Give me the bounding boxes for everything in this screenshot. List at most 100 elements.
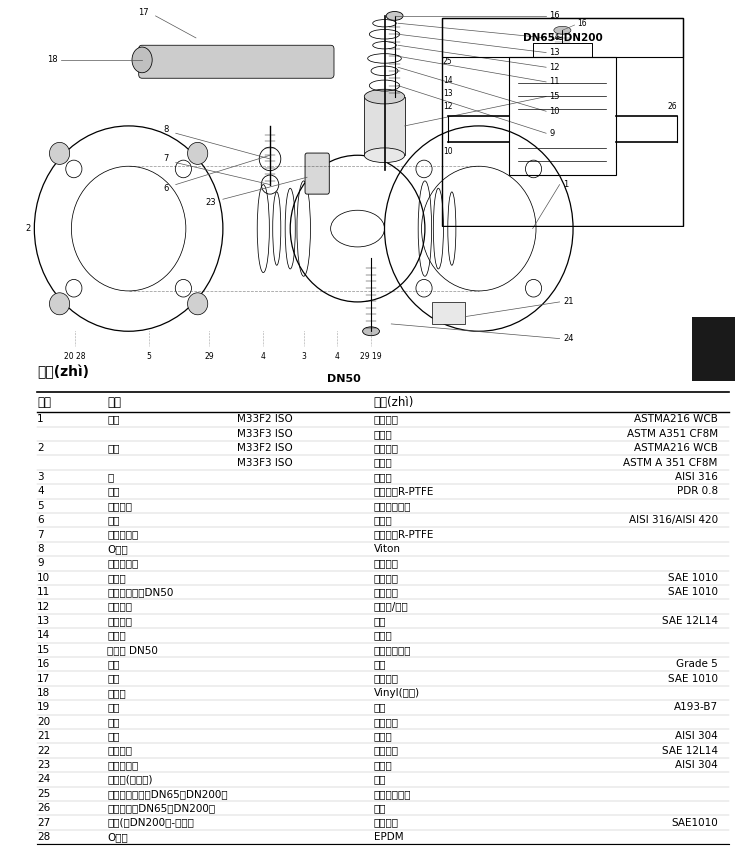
Text: SAE 12L14: SAE 12L14 xyxy=(662,746,718,756)
Text: 鍍鋅碳鋼: 鍍鋅碳鋼 xyxy=(374,716,399,727)
Text: 14: 14 xyxy=(37,631,50,640)
Text: 4: 4 xyxy=(37,487,44,496)
Text: 部件: 部件 xyxy=(107,396,121,410)
Text: 壓緊螺母: 壓緊螺母 xyxy=(107,616,132,626)
Text: 下閥杆密封: 下閥杆密封 xyxy=(107,530,138,540)
Text: SAE 1010: SAE 1010 xyxy=(667,587,718,597)
Text: 27: 27 xyxy=(37,818,50,828)
FancyBboxPatch shape xyxy=(431,302,465,324)
Text: 碳鋼: 碳鋼 xyxy=(374,659,386,669)
Text: AISI 304: AISI 304 xyxy=(675,760,718,770)
Text: Viton: Viton xyxy=(374,544,400,554)
Ellipse shape xyxy=(364,148,405,163)
Text: 6: 6 xyxy=(37,515,44,525)
Text: 13: 13 xyxy=(443,89,452,98)
Text: O型圈: O型圈 xyxy=(107,832,128,842)
Text: SAE1010: SAE1010 xyxy=(671,818,718,828)
Text: 材質(zhì): 材質(zhì) xyxy=(374,396,414,410)
FancyBboxPatch shape xyxy=(138,45,334,78)
Text: 16: 16 xyxy=(550,11,560,21)
FancyBboxPatch shape xyxy=(305,153,329,195)
Text: O型圈: O型圈 xyxy=(107,544,128,554)
Text: 15: 15 xyxy=(37,644,50,655)
Text: Vinyl(紅色): Vinyl(紅色) xyxy=(374,688,420,698)
Text: M33F2 ISO: M33F2 ISO xyxy=(237,443,292,453)
Text: M33F3 ISO: M33F3 ISO xyxy=(237,428,292,439)
Text: 排放口(可選項): 排放口(可選項) xyxy=(107,775,152,784)
Text: 閥體墊片: 閥體墊片 xyxy=(107,500,132,511)
Text: M33F2 ISO: M33F2 ISO xyxy=(237,415,292,424)
Text: 抗靜電裝置: 抗靜電裝置 xyxy=(107,760,138,770)
Text: 17: 17 xyxy=(138,8,149,17)
Text: 碳鋼: 碳鋼 xyxy=(374,703,386,712)
Text: 鍍鋅球墨鑄鐵: 鍍鋅球墨鑄鐵 xyxy=(374,788,411,799)
Text: 29: 29 xyxy=(204,352,215,362)
Circle shape xyxy=(187,293,208,315)
Text: 序號: 序號 xyxy=(37,396,51,410)
Text: 14: 14 xyxy=(550,33,560,42)
Text: 10: 10 xyxy=(37,572,50,583)
Text: 28: 28 xyxy=(37,832,50,842)
Text: ASTM A351 CF8M: ASTM A351 CF8M xyxy=(627,428,718,439)
Text: 不銹鋼: 不銹鋼 xyxy=(374,731,392,741)
Text: 不銹鋼: 不銹鋼 xyxy=(374,760,392,770)
Text: 7: 7 xyxy=(37,530,44,540)
Text: 21: 21 xyxy=(563,297,574,307)
Text: 適配器 DN50: 適配器 DN50 xyxy=(107,644,158,655)
Text: AISI 304: AISI 304 xyxy=(675,731,718,741)
Text: 分離器: 分離器 xyxy=(107,572,126,583)
Text: 止動螺釘（DN65到DN200）: 止動螺釘（DN65到DN200） xyxy=(107,803,215,813)
Text: AISI 316/AISI 420: AISI 316/AISI 420 xyxy=(629,515,718,525)
Text: AISI 316: AISI 316 xyxy=(675,472,718,482)
Text: EPDM: EPDM xyxy=(374,832,403,842)
Text: 鍍鋅碳鋼: 鍍鋅碳鋼 xyxy=(374,587,399,597)
Text: 不銹鋼: 不銹鋼 xyxy=(374,472,392,482)
Text: DN65≈DN200: DN65≈DN200 xyxy=(522,33,602,43)
Text: 碳和石棉R-PTFE: 碳和石棉R-PTFE xyxy=(374,530,434,540)
Text: 9: 9 xyxy=(37,559,44,568)
Text: SAE 1010: SAE 1010 xyxy=(667,674,718,684)
Text: 材質(zhì): 材質(zhì) xyxy=(37,364,89,379)
Text: 螺母: 螺母 xyxy=(107,716,120,727)
Text: 13: 13 xyxy=(550,48,560,57)
Text: 手柄套: 手柄套 xyxy=(107,688,126,698)
Text: 鎖定板: 鎖定板 xyxy=(107,631,126,640)
Text: 吊耳(僅DN200）-未顯示: 吊耳(僅DN200）-未顯示 xyxy=(107,818,194,828)
Ellipse shape xyxy=(132,47,152,73)
Text: 碳和石棉R-PTFE: 碳和石棉R-PTFE xyxy=(374,487,434,496)
Text: 閥體: 閥體 xyxy=(107,415,120,424)
Text: 鍍鋅碳鋼: 鍍鋅碳鋼 xyxy=(374,818,399,828)
Text: 貝氏墊圈: 貝氏墊圈 xyxy=(107,602,132,612)
Text: 26: 26 xyxy=(37,803,50,813)
Text: 23: 23 xyxy=(37,760,50,770)
Text: 18: 18 xyxy=(37,688,50,698)
Text: 帶指示適配器（DN65到DN200）: 帶指示適配器（DN65到DN200） xyxy=(107,788,228,799)
Text: 11: 11 xyxy=(37,587,50,597)
Text: 16: 16 xyxy=(577,19,587,28)
Text: 1: 1 xyxy=(563,180,568,189)
Text: 10: 10 xyxy=(550,107,560,116)
Text: 21: 21 xyxy=(37,731,50,741)
Text: ASTMA216 WCB: ASTMA216 WCB xyxy=(634,415,718,424)
Text: 金屬加強石墨: 金屬加強石墨 xyxy=(374,500,411,511)
Text: 不銹鋼: 不銹鋼 xyxy=(374,458,392,468)
Text: 閥杆: 閥杆 xyxy=(107,515,120,525)
Text: 19: 19 xyxy=(37,703,50,712)
Text: 螺釘: 螺釘 xyxy=(107,659,120,669)
Text: 20: 20 xyxy=(37,716,50,727)
Text: 14: 14 xyxy=(443,75,452,85)
Text: 12: 12 xyxy=(550,63,560,72)
Text: 2: 2 xyxy=(37,443,44,453)
Text: 16: 16 xyxy=(37,659,50,669)
Text: 20 28: 20 28 xyxy=(64,352,86,362)
Text: 止動螺釘: 止動螺釘 xyxy=(107,746,132,756)
Text: SAE 12L14: SAE 12L14 xyxy=(662,616,718,626)
FancyBboxPatch shape xyxy=(364,97,405,155)
Text: 10: 10 xyxy=(443,147,452,156)
Text: 鍍鋅碳鋼: 鍍鋅碳鋼 xyxy=(374,572,399,583)
Text: 1: 1 xyxy=(37,415,44,424)
Text: 23: 23 xyxy=(206,199,216,207)
Text: 手柄: 手柄 xyxy=(107,674,120,684)
Text: M33F3 ISO: M33F3 ISO xyxy=(237,458,292,468)
Text: 5: 5 xyxy=(147,352,151,362)
